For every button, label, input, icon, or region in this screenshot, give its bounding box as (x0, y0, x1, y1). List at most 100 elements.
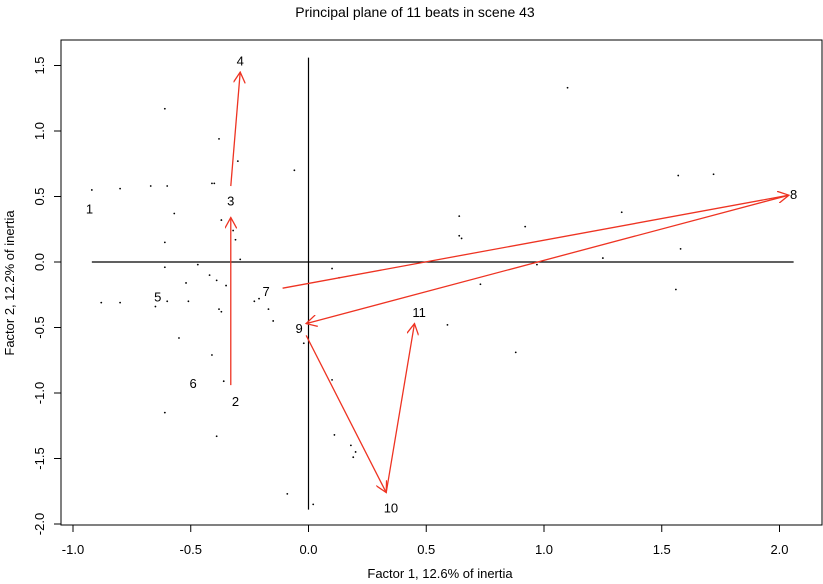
data-point (163, 411, 166, 414)
data-point (333, 434, 336, 436)
beat-label-8: 8 (790, 187, 797, 202)
data-point (514, 351, 517, 354)
beat-label-2: 2 (232, 394, 239, 409)
beat-label-11: 11 (412, 305, 426, 320)
reference-lines (91, 57, 794, 510)
x-tick-label: 0.5 (417, 542, 435, 557)
data-point (354, 451, 357, 453)
data-point (166, 300, 169, 303)
data-point (674, 288, 677, 291)
data-point (331, 379, 333, 381)
y-axis-label: Factor 2, 12.2% of inertia (2, 210, 17, 356)
data-point (302, 342, 305, 345)
x-tick-label: 0.0 (299, 542, 317, 557)
data-point (536, 263, 538, 266)
beat-arrow (305, 335, 386, 492)
data-point (479, 283, 482, 286)
x-tick-label: -0.5 (180, 542, 202, 557)
data-point (679, 248, 682, 250)
beat-label-6: 6 (189, 376, 196, 391)
data-point (352, 456, 355, 459)
data-point (620, 211, 623, 214)
data-point (208, 274, 211, 276)
beat-arrow (306, 194, 790, 323)
beat-label-3: 3 (227, 194, 234, 209)
data-point (677, 174, 680, 177)
data-point (331, 267, 333, 270)
y-tick-label: -0.5 (32, 316, 47, 338)
chart-title: Principal plane of 11 beats in scene 43 (295, 4, 535, 20)
beat-labels-layer: 1 2 3 4 5 6 7 8 9 10 11 (86, 54, 797, 516)
x-tick-label: 1.0 (535, 542, 553, 557)
data-point (239, 258, 242, 261)
data-point (173, 212, 176, 215)
data-point (211, 354, 213, 356)
data-point (218, 308, 220, 311)
data-point (220, 219, 223, 221)
data-point (312, 503, 315, 506)
data-point (236, 160, 239, 163)
data-point (218, 137, 220, 140)
beat-arrow (385, 324, 414, 493)
data-point (712, 173, 715, 176)
data-point (163, 266, 166, 269)
x-axis: -1.0 -0.5 0.0 0.5 1.0 1.5 2.0 (62, 524, 789, 557)
beat-label-5: 5 (154, 289, 161, 304)
beat-label-1: 1 (86, 202, 93, 217)
data-point (100, 301, 103, 304)
data-point (253, 300, 256, 303)
x-tick-label: 1.5 (653, 542, 671, 557)
data-point (211, 182, 213, 185)
data-point (258, 297, 260, 300)
points-layer (90, 86, 715, 506)
data-point (286, 492, 289, 495)
data-point (163, 241, 166, 244)
beat-label-10: 10 (384, 500, 398, 515)
data-point (446, 323, 449, 326)
plot-frame (60, 39, 823, 526)
data-point (458, 215, 461, 218)
data-point (293, 169, 296, 172)
data-point (566, 86, 569, 89)
data-point (458, 234, 461, 237)
y-axis: -2.0 -1.5 -1.0 -0.5 0.0 0.5 1.0 1.5 (32, 56, 62, 535)
x-tick-label: 2.0 (770, 542, 788, 557)
data-point (178, 337, 180, 339)
data-point (601, 257, 604, 259)
y-tick-label: -1.0 (32, 382, 47, 404)
data-point (154, 305, 157, 308)
data-point (163, 107, 166, 110)
data-point (524, 225, 527, 228)
data-point (267, 308, 270, 311)
y-tick-label: 1.0 (32, 122, 47, 140)
data-point (90, 189, 93, 191)
data-point (232, 229, 235, 232)
beat-arrow (282, 195, 789, 289)
data-point (220, 310, 223, 313)
data-point (215, 279, 218, 282)
beat-label-7: 7 (262, 284, 269, 299)
arrows-layer (231, 72, 789, 493)
data-point (215, 435, 218, 438)
y-tick-label: 1.5 (32, 56, 47, 74)
data-point (185, 282, 187, 284)
data-point (187, 300, 190, 303)
data-point (166, 185, 169, 187)
y-tick-label: 0.0 (32, 253, 47, 271)
beat-label-9: 9 (295, 321, 302, 336)
y-tick-label: -1.5 (32, 447, 47, 469)
y-tick-label: 0.5 (32, 187, 47, 205)
x-axis-label: Factor 1, 12.6% of inertia (367, 566, 513, 581)
data-point (225, 284, 227, 287)
y-tick-label: -2.0 (32, 513, 47, 535)
data-point (119, 301, 121, 304)
data-point (213, 182, 216, 185)
data-point (349, 444, 352, 447)
x-tick-label: -1.0 (62, 542, 84, 557)
data-point (149, 185, 152, 187)
data-point (460, 237, 463, 240)
beat-label-4: 4 (237, 54, 244, 69)
data-point (222, 380, 225, 383)
data-point (119, 187, 121, 190)
